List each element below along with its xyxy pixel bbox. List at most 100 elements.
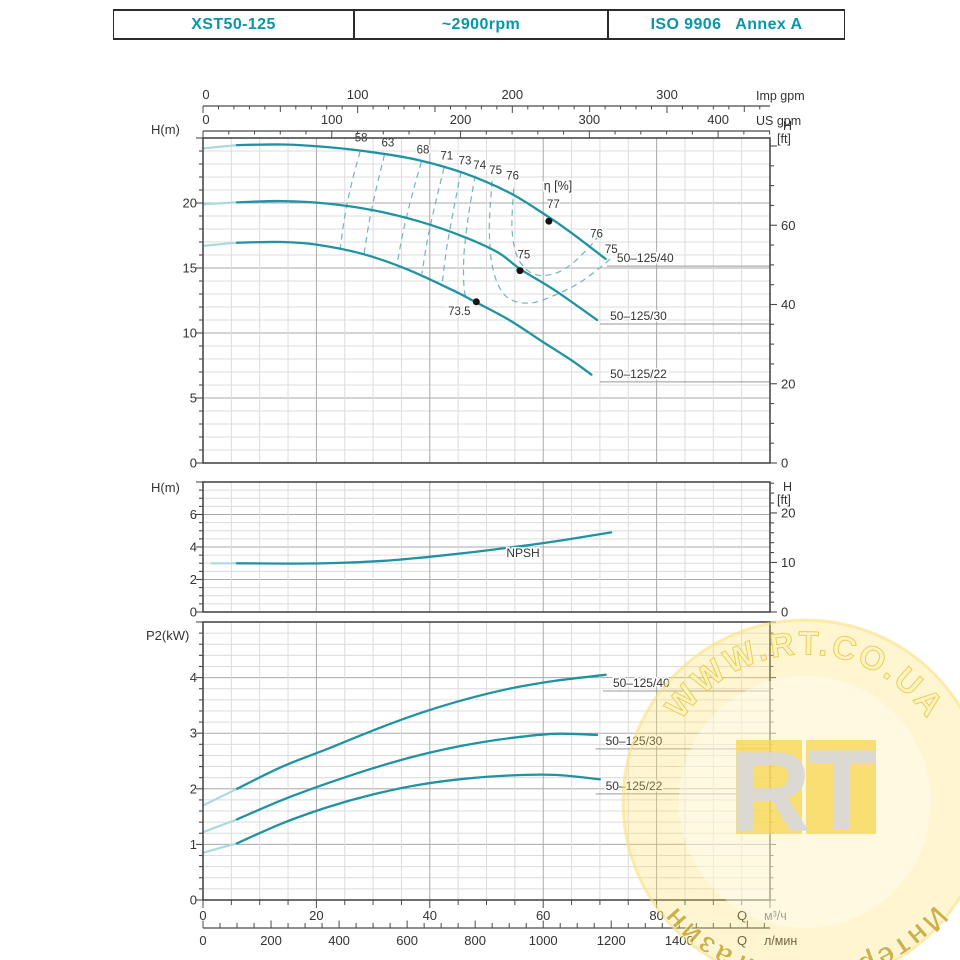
pump-speed: ~2900rpm [353, 11, 609, 38]
us-tick-label: 300 [578, 112, 600, 127]
watermark-ring [621, 618, 960, 960]
y-tick-label: 2 [190, 572, 197, 587]
annotation: 76 [590, 228, 603, 240]
y2-tick-label: 0 [781, 605, 788, 620]
efficiency-contour-68 [396, 161, 422, 265]
imp-unit-label: Imp gpm [756, 89, 805, 103]
efficiency-contour-63 [363, 154, 385, 255]
m3h-q-label: Q [737, 908, 747, 923]
curve-lead [201, 241, 239, 247]
h-ft-label-1a: H [783, 119, 792, 133]
npsh-grid [203, 482, 770, 612]
y-tick-label: 10 [183, 326, 197, 341]
top-axes: 0 100 200 300 Imp gpm 0 100 200 300 400 US gpm [202, 87, 805, 138]
duty-point-label: 73.5 [448, 306, 470, 318]
duty-point-label: 75 [518, 249, 531, 261]
duty-point [545, 217, 553, 225]
curve-label: 50–125/22 [606, 779, 663, 793]
watermark-disc [623, 620, 960, 960]
watermark-letter-t: T [807, 727, 877, 854]
curve-50–125/30 [235, 199, 599, 322]
y-tick-label: 6 [190, 507, 197, 522]
m3h-tick-label: 80 [649, 908, 663, 923]
curve-50–125/22 [235, 773, 602, 845]
y-tick-label: 20 [183, 196, 197, 211]
lmin-tick-label: 1400 [665, 933, 694, 948]
efficiency-contour-73 [441, 171, 462, 283]
curve-50–125/40 [235, 673, 607, 790]
p2-kw-label: P2(kW) [146, 628, 189, 643]
y-tick-label: 2 [190, 781, 197, 796]
curve-label: 50–125/22 [610, 367, 667, 381]
y-tick-label: 1 [190, 837, 197, 852]
imp-tick-label: 100 [347, 87, 369, 102]
curve-50–125/40 [235, 143, 607, 261]
curve-label: NPSH [506, 546, 539, 560]
lmin-q-label: Q [737, 933, 747, 948]
y-tick-label: 15 [183, 261, 197, 276]
lmin-tick-label: 0 [199, 933, 206, 948]
m3h-tick-label: 20 [309, 908, 323, 923]
y-tick-label: 5 [190, 391, 197, 406]
y2-tick-label: 40 [781, 297, 795, 312]
duty-point [516, 267, 524, 275]
lmin-tick-label: 1000 [529, 933, 558, 948]
curve-lead [201, 144, 239, 150]
lmin-tick-label: 200 [260, 933, 282, 948]
curve-NPSH [235, 531, 613, 565]
watermark: R T WWW.RT.CO.UA Интернет магазин [621, 618, 960, 960]
h-ft-label-2b: [ft] [777, 493, 791, 507]
curve-lead [201, 842, 239, 854]
pump-model: XST50-125 [191, 15, 276, 33]
us-tick-label: 100 [321, 112, 343, 127]
curve-label: 50–125/30 [606, 734, 663, 748]
y2-tick-label: 20 [781, 376, 795, 391]
lmin-tick-label: 1200 [597, 933, 626, 948]
test-standard: ISO 9906 Annex A [650, 15, 803, 33]
chart-power: 50–125/40 50–125/30 50–125/22 0 1 2 3 4 [190, 621, 776, 908]
header-table: XST50-125 ~2900rpm ISO 9906 Annex A [113, 9, 845, 40]
us-tick-label: 400 [707, 112, 729, 127]
imp-tick-label: 0 [202, 87, 209, 102]
annotation: η [%] [544, 179, 573, 193]
h-m-label-2: H(m) [151, 480, 180, 495]
m3h-unit-label: м³/ч [764, 909, 787, 923]
y2-tick-label: 10 [781, 555, 795, 570]
efficiency-label: 75 [489, 165, 502, 177]
watermark-inner-disc [679, 676, 931, 928]
lmin-tick-label: 600 [396, 933, 418, 948]
efficiency-label: 74 [473, 160, 486, 172]
us-unit-label: US gpm [756, 114, 801, 128]
y2-tick-label: 0 [781, 456, 788, 471]
curve-lead [201, 818, 239, 834]
y-tick-label: 4 [190, 540, 197, 555]
lmin-tick-label: 400 [328, 933, 350, 948]
efficiency-label: 71 [440, 150, 453, 162]
annotation: 75 [605, 244, 618, 256]
curve-label: 50–125/40 [617, 251, 674, 265]
efficiency-contour-58 [339, 151, 361, 249]
us-tick-label: 0 [202, 112, 209, 127]
y2-tick-label: 60 [781, 218, 795, 233]
y-tick-label: 4 [190, 670, 197, 685]
curve-50–125/30 [235, 732, 599, 821]
efficiency-label: 68 [417, 145, 430, 157]
watermark-tile-t [806, 740, 876, 834]
y2-tick-label: 20 [781, 505, 795, 520]
m3h-tick-label: 60 [536, 908, 550, 923]
curve-50–125/22 [235, 240, 593, 376]
y-tick-label: 0 [190, 893, 197, 908]
lmin-unit-label: л/мин [764, 934, 797, 948]
efficiency-contour-71 [421, 167, 445, 274]
curve-label: 50–125/30 [610, 309, 667, 323]
lmin-tick-label: 800 [464, 933, 486, 948]
duty-point [472, 298, 480, 306]
curve-lead [201, 787, 239, 807]
duty-point-label: 77 [547, 199, 560, 211]
m3h-tick-label: 0 [199, 908, 206, 923]
imp-tick-label: 300 [656, 87, 678, 102]
curve-label: 50–125/40 [613, 676, 670, 690]
